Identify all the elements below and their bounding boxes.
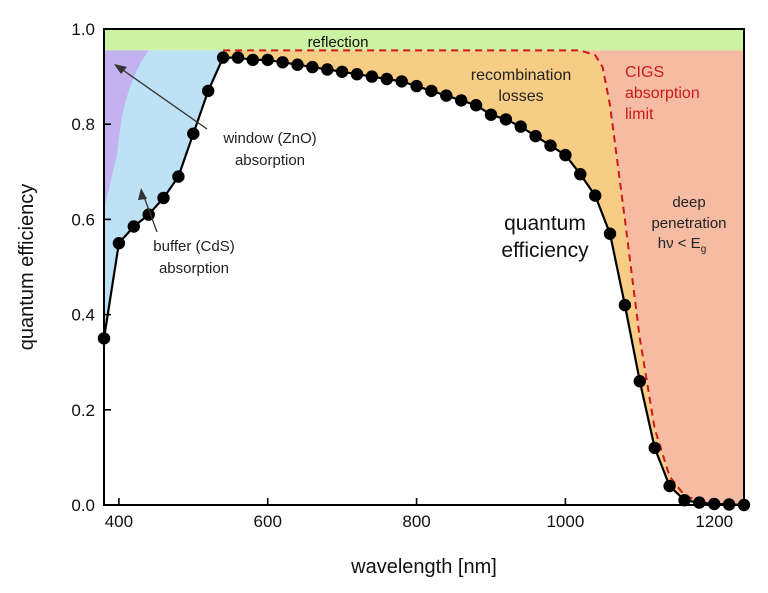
qe-point-540 bbox=[216, 51, 230, 64]
y-tick-label-0.8: 0.8 bbox=[71, 115, 95, 134]
qe-point-920 bbox=[499, 113, 513, 126]
qe-point-480 bbox=[172, 170, 185, 183]
deep-label-line3: hν < Eg bbox=[658, 235, 707, 255]
window-label-line1: window (ZnO) bbox=[222, 130, 316, 147]
buffer-label-line1: buffer (CdS) bbox=[153, 238, 234, 255]
qe-point-1040 bbox=[589, 189, 602, 202]
y-axis-label: quantum efficiency bbox=[16, 184, 38, 350]
y-tick-label-0: 0.0 bbox=[71, 496, 95, 515]
recombination-label-line2: losses bbox=[498, 88, 543, 105]
buffer-arrow-head bbox=[138, 188, 147, 200]
qe-point-800 bbox=[410, 79, 423, 93]
labels-layer: reflection recombination losses CIGS abs… bbox=[153, 34, 726, 277]
qe-point-420 bbox=[127, 220, 140, 233]
y-tick-label-0.6: 0.6 bbox=[71, 210, 95, 229]
qe-point-660 bbox=[306, 60, 319, 74]
recombination-label-line1: recombination bbox=[471, 67, 572, 84]
region-recombination-losses bbox=[223, 50, 744, 505]
qe-point-980 bbox=[544, 139, 557, 152]
deep-label-line2: penetration bbox=[651, 215, 726, 232]
plot-frame bbox=[103, 28, 745, 506]
qe-point-740 bbox=[365, 70, 379, 83]
qe-curve-label-line2: efficiency bbox=[501, 239, 589, 262]
window-arrow bbox=[119, 67, 208, 130]
qe-point-1000 bbox=[559, 148, 572, 162]
qe-point-840 bbox=[440, 89, 453, 102]
qe-point-400 bbox=[112, 237, 126, 250]
qe-point-700 bbox=[335, 65, 349, 79]
qe-point-760 bbox=[380, 72, 393, 86]
qe-point-1100 bbox=[633, 375, 646, 388]
qe-point-1020 bbox=[574, 168, 587, 181]
qe-point-680 bbox=[321, 63, 334, 76]
x-tick-label-1200: 1200 bbox=[695, 512, 733, 531]
qe-point-520 bbox=[202, 84, 215, 98]
reflection-label: reflection bbox=[308, 34, 369, 51]
cigs-label-line1: CIGS bbox=[625, 64, 664, 81]
qe-point-860 bbox=[455, 94, 468, 107]
window-label-line2: absorption bbox=[235, 152, 305, 169]
qe-point-500 bbox=[187, 127, 200, 140]
axes-layer: 400 600 800 1000 1200 0.0 0.2 0.4 0.6 0.8 1.0 bbox=[71, 20, 733, 531]
qe-point-900 bbox=[484, 108, 498, 121]
buffer-label-line2: absorption bbox=[159, 260, 229, 277]
qe-point-1080 bbox=[618, 298, 632, 312]
qe-point-620 bbox=[276, 56, 289, 69]
x-tick-label-600: 600 bbox=[254, 512, 282, 531]
x-tick-label-400: 400 bbox=[105, 512, 133, 531]
arrows-layer bbox=[114, 64, 208, 233]
qe-point-1160 bbox=[678, 494, 691, 507]
qe-point-560 bbox=[231, 51, 245, 64]
deep-label-inequality: hν < E bbox=[658, 235, 701, 252]
qe-point-940 bbox=[514, 120, 527, 133]
qe-point-780 bbox=[395, 75, 408, 88]
qe-point-1060 bbox=[603, 227, 617, 240]
y-tick-label-1: 1.0 bbox=[71, 20, 95, 39]
qe-point-580 bbox=[246, 53, 259, 67]
region-deep-penetration bbox=[580, 50, 744, 505]
qe-point-820 bbox=[425, 84, 438, 98]
cigs-label-line2: absorption bbox=[625, 85, 700, 102]
window-arrow-head bbox=[114, 64, 127, 74]
y-tick-label-0.4: 0.4 bbox=[71, 306, 95, 325]
deep-label-line1: deep bbox=[672, 194, 705, 211]
y-tick-label-0.2: 0.2 bbox=[71, 401, 95, 420]
qe-point-1140 bbox=[663, 479, 676, 493]
region-window-absorption bbox=[104, 50, 149, 210]
qe-point-640 bbox=[291, 58, 304, 71]
qe-curve-label-line1: quantum bbox=[504, 212, 586, 235]
region-reflection bbox=[104, 29, 744, 51]
qe-point-1180 bbox=[693, 496, 706, 509]
x-axis-label: wavelength [nm] bbox=[350, 556, 497, 578]
qe-point-600 bbox=[261, 53, 274, 67]
x-tick-label-1000: 1000 bbox=[546, 512, 584, 531]
qe-point-960 bbox=[529, 129, 542, 143]
x-tick-label-800: 800 bbox=[402, 512, 430, 531]
qe-point-1120 bbox=[648, 441, 661, 455]
cigs-label-line3: limit bbox=[625, 106, 654, 123]
buffer-arrow bbox=[142, 193, 158, 233]
qe-point-460 bbox=[157, 191, 170, 205]
qe-point-880 bbox=[469, 99, 483, 112]
qe-point-720 bbox=[350, 68, 364, 81]
deep-label-subscript: g bbox=[701, 244, 707, 255]
